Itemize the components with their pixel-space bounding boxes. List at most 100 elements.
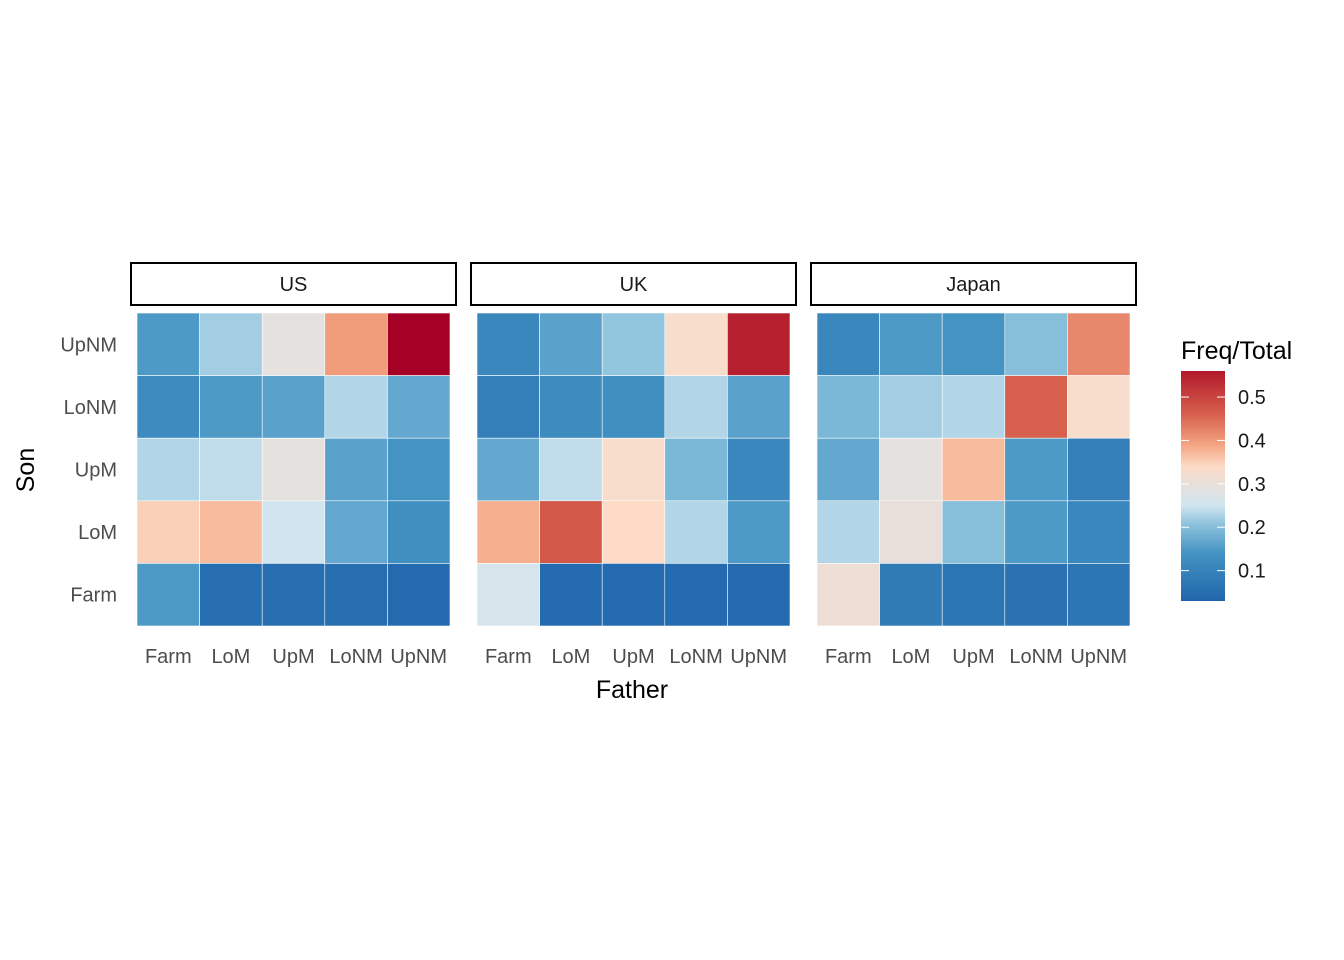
strip-box-japan [810, 262, 1137, 306]
tile-us-lom-upm [261, 500, 326, 564]
x-axis-title: Father [596, 676, 668, 704]
tile-uk-farm-upm [601, 563, 666, 627]
tile-uk-lom-upm [601, 500, 666, 564]
tile-uk-upm-upm [601, 437, 666, 502]
tile-japan-farm-upm [941, 563, 1006, 627]
y-tick-label: Farm [70, 585, 117, 607]
y-tick-label: UpM [75, 460, 117, 482]
tile-us-lom-farm [136, 500, 200, 564]
tile-japan-upnm-farm [816, 312, 880, 376]
tile-japan-farm-farm [816, 563, 880, 627]
tile-uk-farm-farm [476, 563, 540, 627]
tile-us-upnm-upnm [387, 312, 451, 376]
tile-us-farm-upm [261, 563, 326, 627]
tile-uk-lonm-lom [539, 375, 603, 439]
legend-tick-label: 0.5 [1238, 387, 1266, 409]
x-tick-label: UpM [612, 646, 654, 668]
tile-us-upm-lonm [324, 437, 388, 502]
x-tick-label: Farm [825, 646, 872, 668]
tile-us-farm-lom [199, 563, 263, 627]
tile-uk-lom-upnm [727, 500, 791, 564]
tile-us-upnm-upm [261, 312, 326, 376]
tile-japan-farm-lom [879, 563, 943, 627]
y-tick-label: LoNM [64, 397, 117, 419]
tile-uk-upm-farm [476, 437, 540, 502]
tile-us-upm-upnm [387, 437, 451, 502]
tile-us-lonm-upm [261, 375, 326, 439]
tile-uk-lonm-upnm [727, 375, 791, 439]
y-axis-title: Son [12, 448, 40, 492]
tile-japan-lom-upm [941, 500, 1006, 564]
tile-us-lonm-upnm [387, 375, 451, 439]
x-tick-label: Farm [485, 646, 532, 668]
x-tick-label: UpM [272, 646, 314, 668]
tile-us-upnm-farm [136, 312, 200, 376]
x-tick-label: LoM [211, 646, 250, 668]
tile-us-upm-lom [199, 437, 263, 502]
strip-label-us: US [280, 274, 308, 296]
tile-uk-lonm-lonm [664, 375, 728, 439]
tile-uk-lonm-upm [601, 375, 666, 439]
tile-uk-upnm-lom [539, 312, 603, 376]
y-tick-label: LoM [78, 522, 117, 544]
tile-uk-farm-upnm [727, 563, 791, 627]
tile-uk-upnm-upnm [727, 312, 791, 376]
panel-japan: Japan Farm LoM UpM LoNM UpNM [810, 262, 1137, 668]
tile-uk-upm-lom [539, 437, 603, 502]
tile-japan-upm-upm [941, 437, 1006, 502]
tile-us-upnm-lonm [324, 312, 388, 376]
tile-japan-upm-upnm [1067, 437, 1131, 502]
panel-us: US Farm LoM UpM LoNM UpNM [130, 262, 457, 668]
color-legend: Freq/Total 0.1 0.2 0.3 0.4 0.5 [1181, 337, 1292, 601]
tile-japan-farm-upnm [1067, 563, 1131, 627]
legend-ticks: 0.1 0.2 0.3 0.4 0.5 [1181, 387, 1266, 583]
tile-japan-farm-lonm [1004, 563, 1068, 627]
tile-us-lom-lom [199, 500, 263, 564]
tile-us-farm-upnm [387, 563, 451, 627]
x-tick-label: LoM [551, 646, 590, 668]
tile-us-farm-lonm [324, 563, 388, 627]
x-tick-label: LoM [891, 646, 930, 668]
tile-japan-upm-lom [879, 437, 943, 502]
tile-uk-upnm-lonm [664, 312, 728, 376]
legend-tick-label: 0.2 [1238, 517, 1266, 539]
legend-tick-label: 0.1 [1238, 561, 1266, 583]
legend-tick-label: 0.3 [1238, 474, 1266, 496]
tile-us-lom-lonm [324, 500, 388, 564]
tile-japan-lonm-farm [816, 375, 880, 439]
tile-us-farm-farm [136, 563, 200, 627]
strip-label-uk: UK [620, 274, 648, 296]
y-tick-label: UpNM [60, 334, 117, 356]
strip-label-japan: Japan [946, 274, 1001, 296]
tile-japan-lom-farm [816, 500, 880, 564]
panels-group: US Farm LoM UpM LoNM UpNM UK Farm LoM UpM LoNM UpNM… [60, 262, 1137, 668]
tile-japan-lonm-lonm [1004, 375, 1068, 439]
tile-japan-lom-upnm [1067, 500, 1131, 564]
tile-japan-lonm-upm [941, 375, 1006, 439]
tile-uk-lom-farm [476, 500, 540, 564]
x-tick-label: UpNM [1070, 646, 1127, 668]
tile-us-lonm-lom [199, 375, 263, 439]
tile-japan-upnm-upnm [1067, 312, 1131, 376]
tile-japan-lom-lonm [1004, 500, 1068, 564]
tile-japan-lonm-lom [879, 375, 943, 439]
x-tick-label: LoNM [1009, 646, 1062, 668]
legend-colorbar [1181, 371, 1225, 601]
tile-japan-upnm-upm [941, 312, 1006, 376]
legend-title: Freq/Total [1181, 337, 1292, 365]
tile-uk-farm-lonm [664, 563, 728, 627]
panel-uk: UK Farm LoM UpM LoNM UpNM [470, 262, 797, 668]
x-tick-label: UpNM [730, 646, 787, 668]
tile-us-upnm-lom [199, 312, 263, 376]
tile-uk-farm-lom [539, 563, 603, 627]
tile-uk-lonm-farm [476, 375, 540, 439]
tile-uk-lom-lonm [664, 500, 728, 564]
x-tick-label: UpM [952, 646, 994, 668]
tile-uk-upm-lonm [664, 437, 728, 502]
strip-box-us [130, 262, 457, 306]
x-tick-label: UpNM [390, 646, 447, 668]
x-tick-label: LoNM [329, 646, 382, 668]
tile-us-lonm-farm [136, 375, 200, 439]
tile-uk-lom-lom [539, 500, 603, 564]
